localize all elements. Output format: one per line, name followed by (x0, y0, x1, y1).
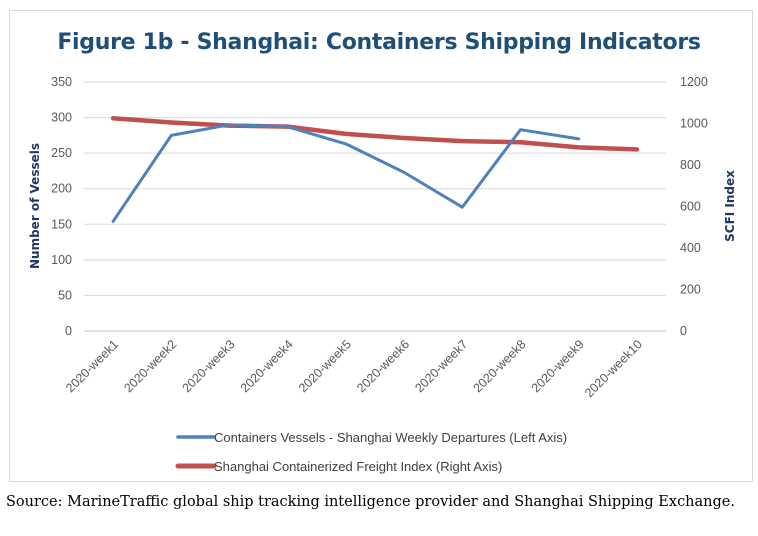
right-axis-ticks: 0 200 400 600 800 1000 1200 (680, 75, 708, 338)
left-tick-label: 300 (51, 111, 72, 125)
left-tick-label: 350 (51, 75, 72, 89)
left-axis-title: Number of Vessels (28, 143, 42, 269)
x-tick-label: 2020-week7 (412, 337, 470, 395)
legend-label: Shanghai Containerized Freight Index (Ri… (214, 459, 502, 474)
right-tick-label: 400 (680, 241, 701, 255)
legend: Containers Vessels - Shanghai Weekly Dep… (175, 430, 567, 474)
chart-canvas: 0 50 100 150 200 250 300 350 0 200 400 600 800 1000 1… (28, 75, 737, 474)
legend-label: Containers Vessels - Shanghai Weekly Dep… (214, 430, 567, 445)
right-tick-label: 200 (680, 283, 701, 297)
x-tick-label: 2020-week10 (582, 337, 645, 400)
source-note: Source: MarineTraffic global ship tracki… (6, 494, 735, 510)
right-tick-label: 0 (680, 324, 687, 338)
chart-title: Figure 1b - Shanghai: Containers Shippin… (57, 30, 701, 55)
x-tick-label: 2020-week9 (529, 337, 587, 395)
x-tick-label: 2020-week4 (238, 337, 296, 395)
left-tick-label: 150 (51, 217, 72, 231)
x-tick-label: 2020-week5 (296, 337, 354, 395)
left-tick-label: 50 (58, 288, 72, 302)
x-axis-ticks: 2020-week1 2020-week2 2020-week3 2020-week4… (63, 337, 645, 400)
right-tick-label: 1000 (680, 117, 708, 131)
left-axis-ticks: 0 50 100 150 200 250 300 350 (51, 75, 72, 338)
right-tick-label: 1200 (680, 75, 708, 89)
right-tick-label: 600 (680, 200, 701, 214)
x-tick-label: 2020-week6 (354, 337, 412, 395)
left-tick-label: 100 (51, 253, 72, 267)
left-tick-label: 250 (51, 146, 72, 160)
x-tick-label: 2020-week3 (180, 337, 238, 395)
series-line-vessels (111, 123, 581, 223)
right-axis-title: SCFI Index (723, 170, 737, 242)
x-tick-label: 2020-week2 (121, 337, 179, 395)
x-tick-label: 2020-week8 (471, 337, 529, 395)
x-tick-label: 2020-week1 (63, 337, 121, 395)
series-line-scfi (110, 116, 640, 152)
left-tick-label: 0 (65, 324, 72, 338)
left-tick-label: 200 (51, 182, 72, 196)
chart-frame (9, 10, 753, 482)
gridlines (84, 81, 666, 332)
right-tick-label: 800 (680, 158, 701, 172)
series-lines (110, 116, 640, 223)
